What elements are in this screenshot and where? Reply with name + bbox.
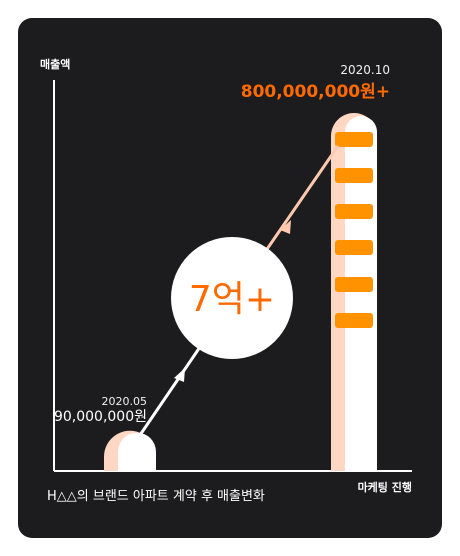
growth-label: 7억+ — [189, 279, 275, 320]
value-label-2020-05: 90,000,000원 — [53, 409, 147, 425]
tick-label-2020-10: 2020.10 — [340, 63, 390, 77]
bar-2020-10-stripes — [335, 132, 373, 328]
value-label-2020-10: 800,000,000원+ — [240, 82, 390, 102]
growth-bubble — [171, 237, 293, 359]
bar-stripe-2 — [335, 168, 373, 183]
bar-2020-05-face — [118, 432, 156, 471]
chart-title: H△△의 브랜드 아파트 계약 후 매출변화 — [47, 489, 265, 504]
x-axis-label: 마케팅 진행 — [357, 481, 412, 494]
bar-2020-10 — [331, 113, 377, 471]
arrow-head-upper — [280, 220, 291, 234]
bar-stripe-3 — [335, 204, 373, 219]
bar-2020-05 — [104, 430, 156, 471]
tick-label-2020-05: 2020.05 — [101, 395, 148, 408]
bar-stripe-5 — [335, 277, 373, 292]
arrow-head-lower — [174, 368, 185, 382]
bar-stripe-4 — [335, 240, 373, 255]
bar-stripe-1 — [335, 132, 373, 147]
bar-stripe-6 — [335, 313, 373, 328]
y-axis-label: 매출액 — [40, 58, 71, 71]
